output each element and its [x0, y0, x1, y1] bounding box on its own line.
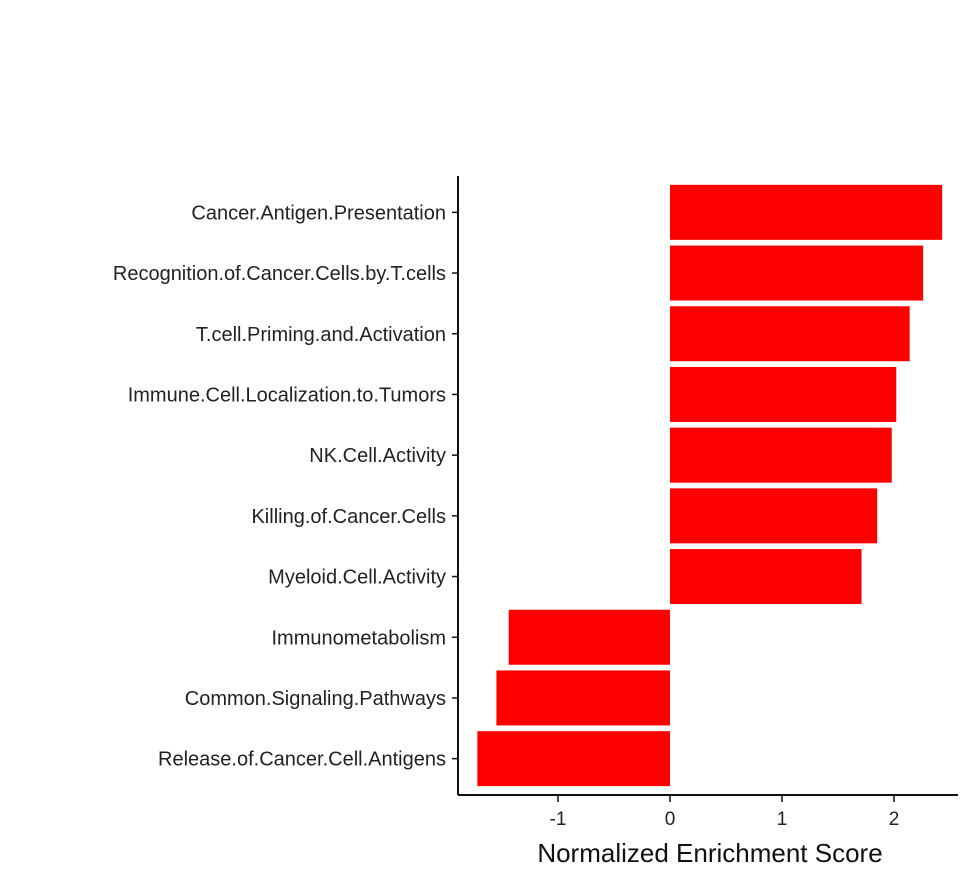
x-tick-label: 1 [777, 809, 788, 830]
category-label: Common.Signaling.Pathways [185, 688, 446, 710]
category-label: Immunometabolism [271, 627, 446, 649]
x-tick-label: 0 [665, 809, 676, 830]
x-tick-label: 2 [889, 809, 900, 830]
bar [670, 427, 892, 483]
bar [508, 609, 670, 665]
category-label: T.cell.Priming.and.Activation [196, 324, 446, 346]
category-label: Cancer.Antigen.Presentation [191, 202, 446, 224]
bar [670, 549, 862, 605]
x-axis-title: Normalized Enrichment Score [537, 838, 882, 868]
category-label: Recognition.of.Cancer.Cells.by.T.cells [113, 263, 446, 285]
bar [670, 245, 924, 301]
bar [477, 731, 670, 787]
category-label: Killing.of.Cancer.Cells [251, 506, 446, 528]
category-label: Release.of.Cancer.Cell.Antigens [158, 749, 446, 771]
category-label: Immune.Cell.Localization.to.Tumors [128, 384, 446, 406]
bar [670, 488, 878, 544]
category-labels-group: Cancer.Antigen.Presentation Recognition.o… [113, 202, 458, 771]
category-label: Myeloid.Cell.Activity [268, 567, 446, 589]
bar [670, 306, 910, 362]
bars-group [477, 184, 943, 787]
x-ticks-group: -1 0 1 2 [550, 795, 900, 830]
bar [670, 366, 897, 422]
x-tick-label: -1 [550, 809, 567, 830]
category-label: NK.Cell.Activity [309, 445, 446, 467]
bar [496, 670, 670, 726]
bar [670, 184, 943, 240]
